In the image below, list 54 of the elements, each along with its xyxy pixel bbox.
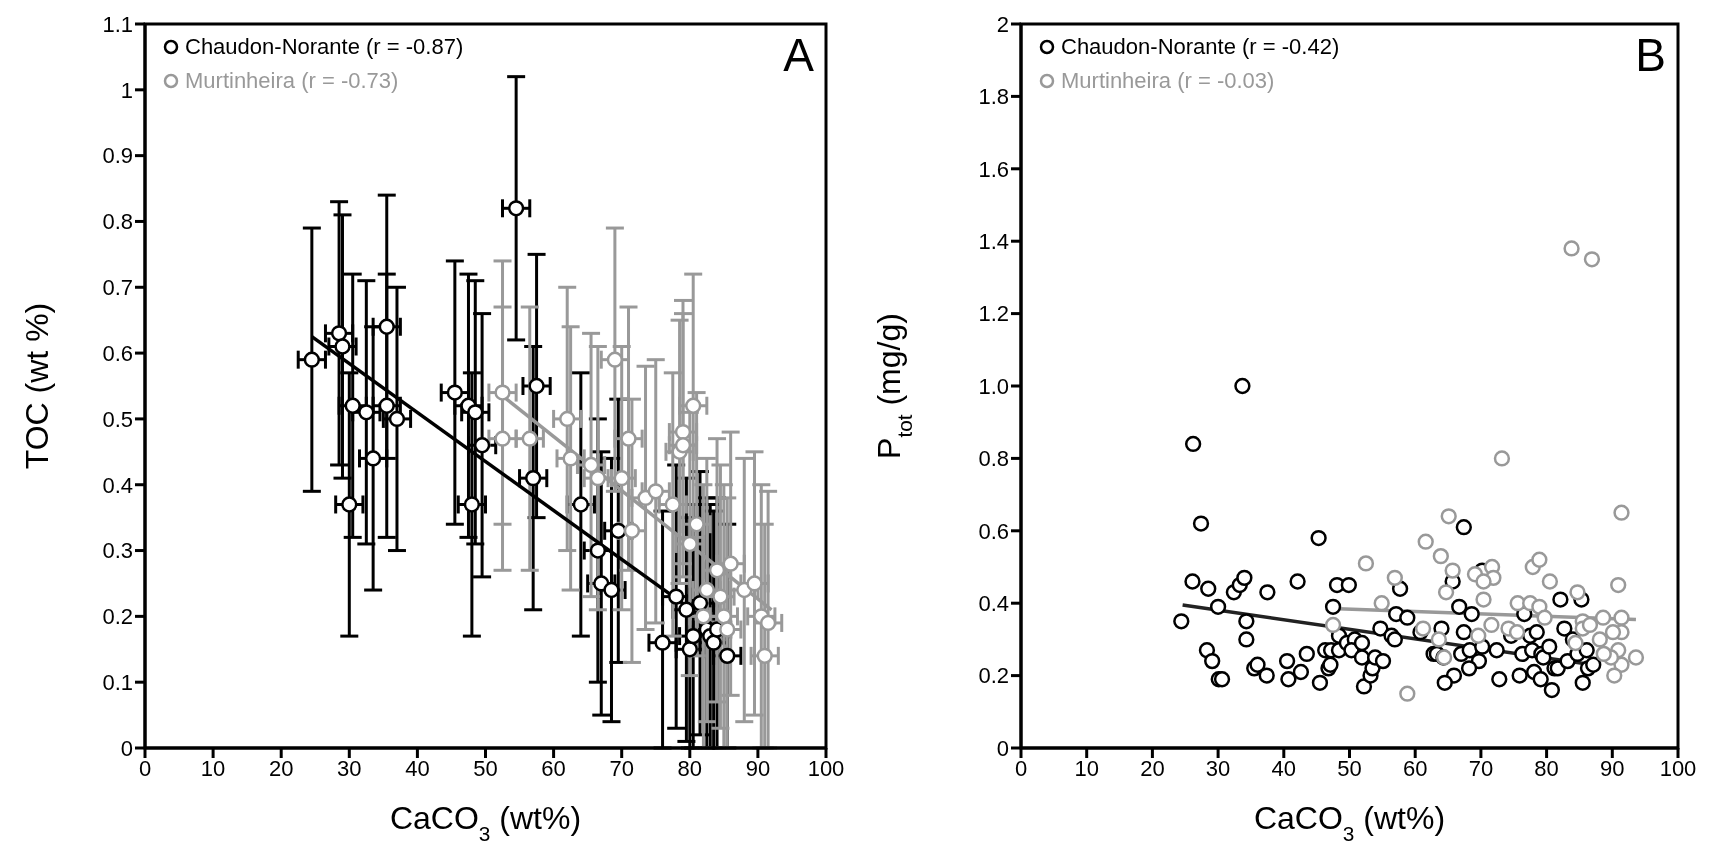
y-tick-label: 1.1 xyxy=(102,11,133,37)
y-tick-label: 0.6 xyxy=(102,340,133,366)
x-tick-label: 30 xyxy=(337,755,362,781)
y-tick-label: 1.8 xyxy=(978,84,1009,110)
y-tick-label: 0.1 xyxy=(102,669,133,695)
x-tick-label: 40 xyxy=(1271,755,1297,781)
y-tick-label: 0.8 xyxy=(978,446,1009,472)
y-tick-label: 0.2 xyxy=(102,604,133,630)
y-tick-label: 1.4 xyxy=(978,229,1009,255)
legend-label: Chaudon-Norante (r = -0.42) xyxy=(1061,33,1340,61)
y-tick-label: 0.5 xyxy=(102,406,133,432)
x-axis-title: CaCO$_{3}$ (wt%) xyxy=(389,800,582,845)
y-tick-label: 0 xyxy=(996,735,1009,761)
x-tick-label: 10 xyxy=(200,755,226,781)
y-tick-label: 0.8 xyxy=(102,209,133,235)
x-tick-label: 60 xyxy=(1402,755,1428,781)
x-tick-label: 100 xyxy=(1659,755,1697,781)
y-tick-label: 0.4 xyxy=(102,472,133,498)
y-tick-label: 2 xyxy=(996,11,1009,37)
x-tick-label: 20 xyxy=(268,755,294,781)
y-tick-label: 0.7 xyxy=(102,275,133,301)
y-tick-label: 0.9 xyxy=(102,143,133,169)
y-tick-label: 1.6 xyxy=(978,156,1009,182)
x-tick-label: 90 xyxy=(745,755,771,781)
x-tick-label: 100 xyxy=(807,755,845,781)
annotation: A xyxy=(783,28,814,82)
x-tick-label: 70 xyxy=(1468,755,1494,781)
x-axis-title: CaCO$_{3}$ (wt%) xyxy=(1253,800,1446,845)
y-tick-label: 0.6 xyxy=(978,518,1009,544)
x-tick-label: 70 xyxy=(609,755,634,781)
legend-label: Chaudon-Norante (r = -0.87) xyxy=(185,33,464,61)
y-tick-label: 0.2 xyxy=(978,663,1009,689)
y-tick-label: 0 xyxy=(120,735,133,761)
x-tick-label: 90 xyxy=(1600,755,1625,781)
x-tick-label: 20 xyxy=(1140,755,1165,781)
x-tick-label: 10 xyxy=(1074,755,1099,781)
legend-label: Murtinheira (r = -0.03) xyxy=(1061,67,1275,95)
y-tick-label: 0.4 xyxy=(978,591,1009,617)
y-tick-label: 1.2 xyxy=(978,301,1009,327)
x-tick-label: 40 xyxy=(405,755,430,781)
x-tick-label: 60 xyxy=(541,755,566,781)
legend-label: Murtinheira (r = -0.73) xyxy=(185,67,399,95)
x-tick-label: 80 xyxy=(1534,755,1559,781)
x-tick-label: 50 xyxy=(473,755,498,781)
x-tick-label: 50 xyxy=(1337,755,1362,781)
annotation: B xyxy=(1635,28,1666,82)
y-tick-label: 1.0 xyxy=(978,373,1009,399)
y-axis-title: TOC (wt %) xyxy=(19,302,55,470)
y-tick-label: 0.3 xyxy=(102,538,133,564)
x-tick-label: 30 xyxy=(1205,755,1231,781)
y-tick-label: 1 xyxy=(120,77,133,103)
x-tick-label: 0 xyxy=(138,755,152,781)
x-tick-label: 0 xyxy=(1014,755,1028,781)
x-tick-label: 80 xyxy=(677,755,703,781)
